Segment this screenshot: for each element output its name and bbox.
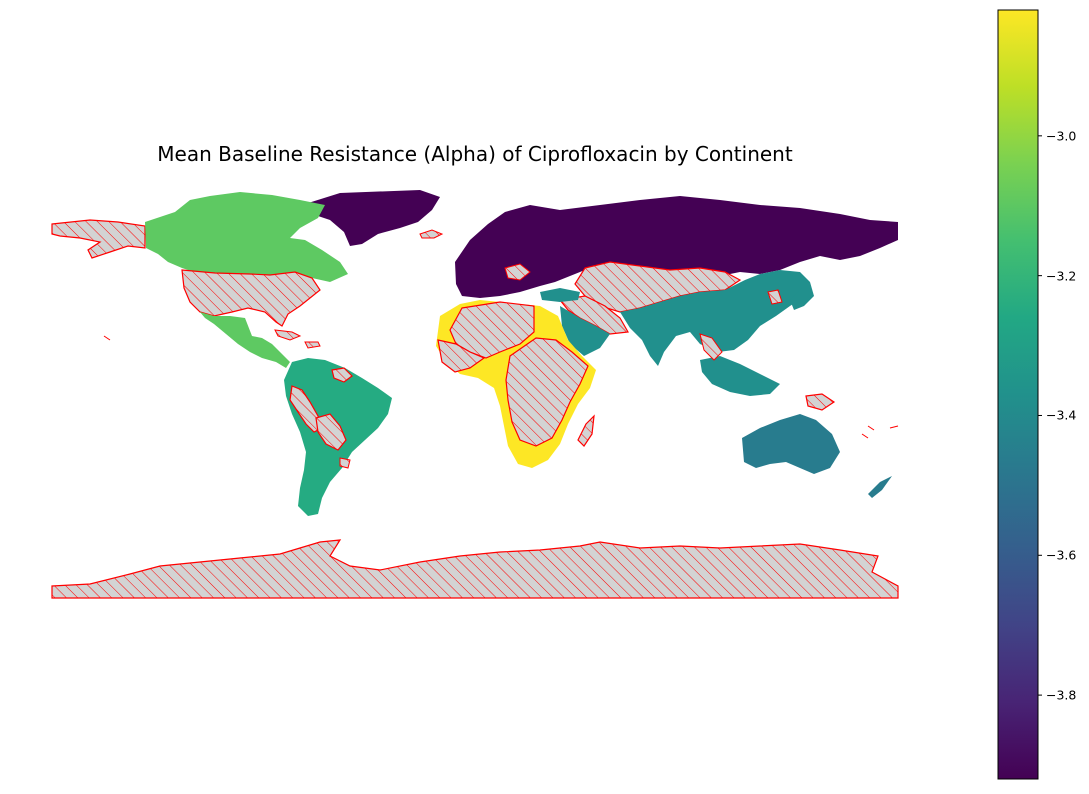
africa-missing-north	[449, 301, 535, 359]
new-zealand	[868, 476, 892, 498]
caribbean-missing	[274, 329, 302, 341]
colorbar-tick-label: −3.8	[1046, 687, 1077, 703]
myanmar-missing	[699, 333, 723, 361]
colorbar-fill	[997, 9, 1039, 780]
turkey	[540, 288, 580, 302]
madagascar-missing	[577, 414, 595, 447]
colorbar-tick-label: −3.0	[1046, 128, 1077, 144]
canada	[145, 192, 348, 282]
colorbar-tick-label: −3.2	[1046, 268, 1077, 284]
south-america-missing-center	[315, 413, 347, 451]
africa-missing-central	[505, 337, 589, 447]
map-title: Mean Baseline Resistance (Alpha) of Cipr…	[157, 142, 793, 166]
asia	[620, 270, 810, 366]
arctic-islands	[180, 198, 255, 214]
middle-east-missing	[558, 295, 629, 335]
greenland	[305, 190, 440, 246]
australia	[742, 414, 840, 474]
antarctica-missing	[51, 539, 899, 599]
arabia	[560, 306, 610, 356]
europe-russia	[455, 196, 898, 298]
colorbar-tick-label: −3.4	[1046, 407, 1077, 423]
pacific-missing	[103, 335, 899, 439]
colorbar-tick-label: −3.6	[1046, 547, 1077, 563]
colorbar-ticks	[1038, 135, 1042, 696]
korea-missing	[767, 289, 783, 305]
caribbean-missing-2	[304, 341, 321, 349]
uruguay-missing	[339, 457, 351, 469]
alaska-missing	[51, 219, 146, 259]
southeast-asia	[700, 356, 780, 396]
guyana-missing	[331, 367, 353, 383]
usa-missing	[181, 269, 321, 327]
mexico-central-america	[200, 312, 290, 368]
japan	[790, 282, 814, 310]
iceland-missing	[419, 229, 444, 239]
west-africa-missing	[437, 339, 486, 373]
balkans-missing	[504, 263, 531, 281]
png-missing	[805, 393, 836, 411]
